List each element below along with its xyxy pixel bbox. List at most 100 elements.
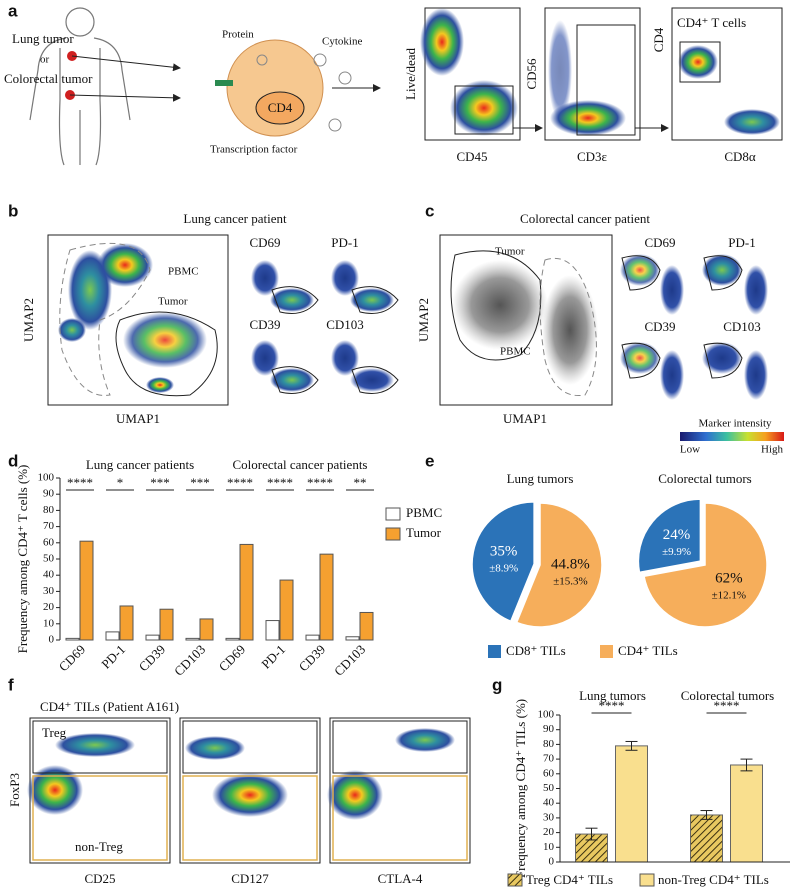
bar bbox=[159, 608, 174, 641]
panel-title: Colorectal cancer patient bbox=[520, 211, 650, 226]
bar bbox=[225, 637, 240, 641]
error-label: ±9.9% bbox=[662, 546, 691, 558]
density bbox=[452, 260, 548, 350]
y-tick-label: 10 bbox=[543, 841, 555, 853]
colorbar-title: Marker intensity bbox=[698, 418, 772, 430]
y-tick-label: 20 bbox=[543, 826, 555, 838]
significance: * bbox=[117, 475, 124, 490]
y-axis-label: Frequency among CD4⁺ T cells (%) bbox=[15, 465, 30, 654]
axis-label: CD25 bbox=[84, 871, 115, 886]
region-label: Tumor bbox=[158, 296, 188, 308]
significance: *** bbox=[190, 475, 210, 490]
marker-plots bbox=[620, 254, 768, 400]
density bbox=[58, 318, 86, 342]
gate-label: CD4⁺ T cells bbox=[677, 15, 746, 30]
bar bbox=[119, 605, 134, 641]
density bbox=[450, 80, 518, 136]
label: or bbox=[40, 54, 50, 66]
y-axis-label: Frequency among CD4⁺ TILs (%) bbox=[513, 699, 528, 878]
group-label: Lung tumors bbox=[579, 688, 646, 703]
pie-slice bbox=[643, 502, 768, 628]
label: CD4 bbox=[268, 100, 293, 115]
umap-frame bbox=[47, 234, 229, 406]
significance: **** bbox=[67, 475, 93, 490]
bar bbox=[199, 618, 214, 641]
marker-label: CD103 bbox=[326, 317, 364, 332]
legend-swatch bbox=[600, 645, 613, 658]
value-label: 44.8% bbox=[551, 556, 590, 572]
pie-slice bbox=[637, 498, 702, 574]
marker-label: CD39 bbox=[644, 319, 675, 334]
body-outline bbox=[29, 7, 131, 166]
label: Colorectal tumor bbox=[4, 71, 93, 86]
panel-label: c bbox=[425, 201, 434, 220]
legend-swatch bbox=[639, 873, 655, 887]
tumor-outline bbox=[450, 250, 542, 361]
x-tick-label: PD-1 bbox=[258, 642, 288, 672]
bar bbox=[319, 553, 334, 641]
axis-label: UMAP1 bbox=[503, 411, 547, 426]
density bbox=[123, 312, 207, 368]
x-tick-label: CD103 bbox=[171, 642, 208, 679]
y-tick-label: 70 bbox=[43, 520, 55, 532]
y-tick-label: 30 bbox=[543, 811, 555, 823]
axis-label: UMAP2 bbox=[21, 298, 36, 342]
group-label: Colorectal cancer patients bbox=[233, 457, 368, 472]
gate-label: non-Treg bbox=[75, 839, 123, 854]
significance: *** bbox=[150, 475, 170, 490]
bar bbox=[79, 540, 94, 641]
panel-label: e bbox=[425, 451, 434, 470]
significance: ** bbox=[354, 475, 367, 490]
y-tick-label: 0 bbox=[549, 856, 555, 868]
marker-label: CD103 bbox=[723, 319, 761, 334]
legend-label: non-Treg CD4⁺ TILs bbox=[658, 872, 769, 887]
significance: **** bbox=[307, 475, 333, 490]
legend-label: PBMC bbox=[406, 505, 442, 520]
y-tick-label: 60 bbox=[43, 536, 55, 548]
density bbox=[146, 377, 174, 393]
legend-label: Treg CD4⁺ TILs bbox=[526, 872, 613, 887]
cytokine-icons bbox=[256, 53, 352, 132]
density bbox=[678, 45, 718, 79]
bar bbox=[265, 620, 280, 641]
x-tick-label: CD69 bbox=[56, 642, 89, 675]
y-tick-label: 90 bbox=[43, 488, 55, 500]
panel-label: a bbox=[8, 1, 18, 20]
y-tick-label: 20 bbox=[43, 601, 55, 613]
x-tick-label: CD39 bbox=[296, 642, 329, 675]
error-label: ±12.1% bbox=[712, 589, 746, 601]
y-tick-label: 50 bbox=[43, 553, 55, 565]
axis-label: CD4 bbox=[651, 27, 666, 52]
axis-label: CD3ε bbox=[577, 149, 608, 164]
bar bbox=[345, 636, 360, 641]
x-tick-label: CD103 bbox=[331, 642, 368, 679]
panel-label: b bbox=[8, 201, 18, 220]
bar bbox=[105, 631, 120, 641]
arrow bbox=[71, 55, 181, 72]
marker-label: CD69 bbox=[644, 235, 675, 250]
density bbox=[420, 8, 464, 76]
significance: **** bbox=[267, 475, 293, 490]
group-label: Colorectal tumors bbox=[681, 688, 775, 703]
colorbar-label: High bbox=[761, 444, 784, 456]
value-label: 62% bbox=[715, 570, 743, 586]
density bbox=[724, 109, 780, 135]
y-tick-label: 80 bbox=[43, 504, 55, 516]
axis-label: CD8α bbox=[724, 149, 756, 164]
axis-label: Live/dead bbox=[403, 48, 418, 100]
x-tick-label: CD69 bbox=[216, 642, 249, 675]
density bbox=[542, 275, 598, 385]
pie-slice bbox=[515, 502, 603, 628]
legend-swatch bbox=[385, 527, 401, 541]
y-tick-label: 70 bbox=[543, 753, 555, 765]
bar bbox=[145, 634, 160, 641]
legend-swatch bbox=[488, 645, 501, 658]
y-tick-label: 60 bbox=[543, 767, 555, 779]
bar bbox=[185, 637, 200, 641]
pie-title: Lung tumors bbox=[507, 471, 574, 486]
legend-swatch bbox=[507, 873, 523, 887]
label: Transcription factor bbox=[210, 144, 298, 156]
value-label: 24% bbox=[663, 527, 691, 543]
axis-label: UMAP2 bbox=[416, 298, 431, 342]
